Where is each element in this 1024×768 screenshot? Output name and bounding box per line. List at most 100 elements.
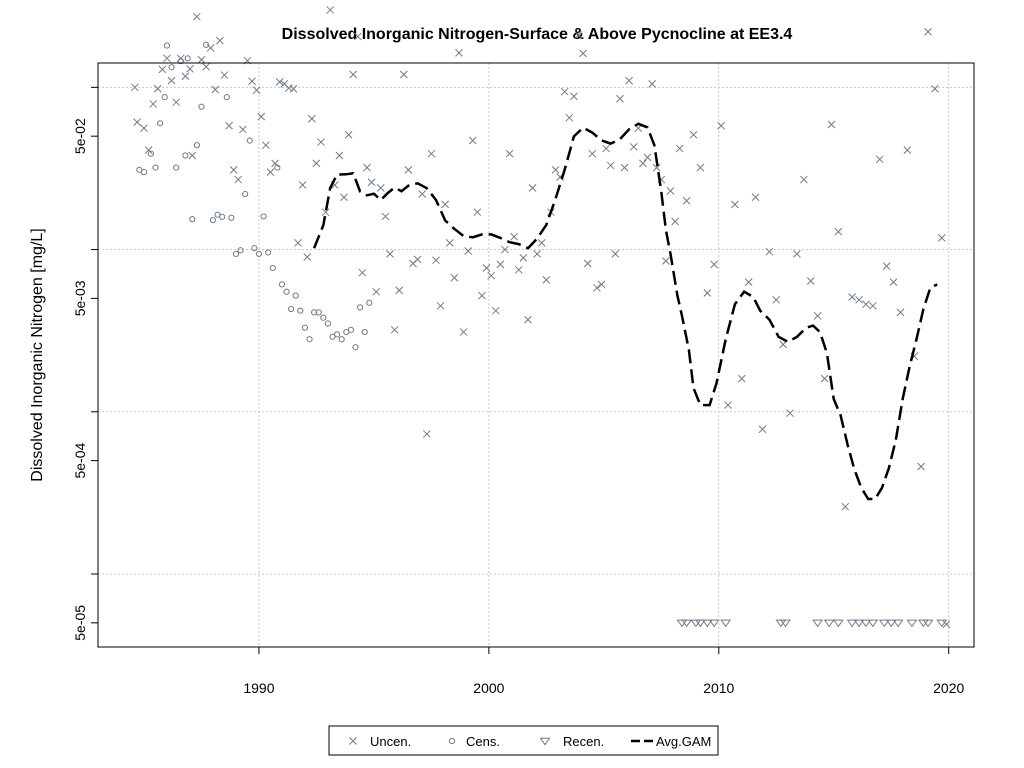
recensored-point [681,619,693,628]
x-marker-stroke [848,293,856,301]
uncensored-point [917,462,925,471]
recensored-point [676,619,688,628]
x-marker-stroke [450,273,459,282]
x-marker-stroke [289,84,298,93]
uncensored-point [793,250,801,258]
uncensored-point [266,168,275,177]
uncensored-point [744,278,753,286]
x-tick-label: 2000 [473,680,504,696]
uncensored-point [298,181,307,189]
uncensored-point [422,430,431,438]
x-marker-stroke [514,265,523,274]
x-marker-stroke [855,295,863,304]
uncensored-point [882,262,891,271]
x-marker-stroke [386,250,394,258]
x-marker-stroke [625,76,633,85]
uncensored-point [671,217,679,226]
legend-triangle-symbol [539,737,551,746]
x-marker-stroke [537,238,546,247]
x-marker-stroke [436,301,445,310]
x-marker-stroke [834,227,843,236]
uncensored-point [896,308,905,317]
censored-point [311,309,318,316]
x-marker-stroke [445,238,454,247]
censored-point [269,264,276,272]
x-marker-stroke [602,144,610,153]
censored-point [260,213,267,220]
uncensored-point [611,250,620,258]
uncensored-point [496,260,505,269]
y-axis-label: Dissolved Inorganic Nitrogen [mg/L] [29,228,46,481]
censored-point [184,55,191,62]
recensored-point [878,619,890,628]
x-marker-stroke [765,247,774,256]
censored-point [152,164,159,171]
x-marker-stroke [931,84,939,93]
plot-frame [97,62,975,648]
censored-point [283,288,290,295]
x-marker-stroke [731,200,739,209]
x-marker-stroke [510,232,519,241]
uncensored-point [321,208,330,217]
x-tick-label: 2010 [703,680,734,696]
x-marker-stroke [271,159,279,168]
censored-point [156,120,164,127]
x-marker-stroke [181,72,190,81]
x-marker-stroke [275,78,284,86]
x-marker-stroke [422,430,431,438]
uncensored-point [464,247,473,255]
x-marker-stroke [606,161,615,170]
uncensored-point [468,136,477,145]
x-marker-stroke [827,120,836,129]
censored-point [366,299,373,306]
uncensored-point [158,65,167,74]
legend-label: Cens. [466,734,500,749]
uncensored-point [216,36,224,45]
uncensored-point [140,124,148,133]
x-marker-stroke [682,196,691,205]
x-marker-stroke [524,315,532,324]
uncensored-point [565,113,574,122]
uncensored-point [153,84,162,93]
x-marker-stroke [413,255,422,264]
uncensored-point [675,144,684,153]
x-marker-stroke [225,121,233,130]
uncensored-point [519,253,528,262]
censored-point [219,213,226,220]
y-tick-label: 5e-03 [72,280,88,316]
x-marker-stroke [629,142,638,151]
x-marker-stroke [188,151,197,160]
x-marker-stroke [390,325,399,334]
x-marker-stroke [942,620,951,629]
legend: Uncen. Cens. Recen. Avg.GAM [328,725,719,756]
x-marker-stroke [363,163,371,172]
x-marker-stroke [252,86,261,95]
x-marker-stroke [937,234,946,242]
legend-label: Recen. [563,734,604,749]
x-marker-stroke [717,121,725,130]
censored-point [329,333,336,340]
x-marker-stroke [326,6,335,14]
censored-point [306,336,313,343]
uncensored-point [188,151,197,160]
uncensored-point [312,159,321,168]
uncensored-point [441,200,450,209]
x-marker-stroke [167,76,176,85]
censored-point [251,245,258,252]
uncensored-point [261,141,270,150]
x-marker-stroke [220,71,229,79]
x-marker-stroke [574,31,583,39]
uncensored-point [445,238,454,247]
uncensored-point [399,70,408,79]
uncensored-point [574,31,583,39]
legend-label: Avg.GAM [656,734,711,749]
x-marker-stroke [349,70,358,79]
x-marker-stroke [238,125,247,134]
uncensored-point [937,234,946,242]
uncensored-point [353,32,362,41]
uncensored-point [542,276,551,284]
censored-point [265,249,272,256]
recensored-point [823,619,835,628]
uncensored-point [583,259,592,268]
